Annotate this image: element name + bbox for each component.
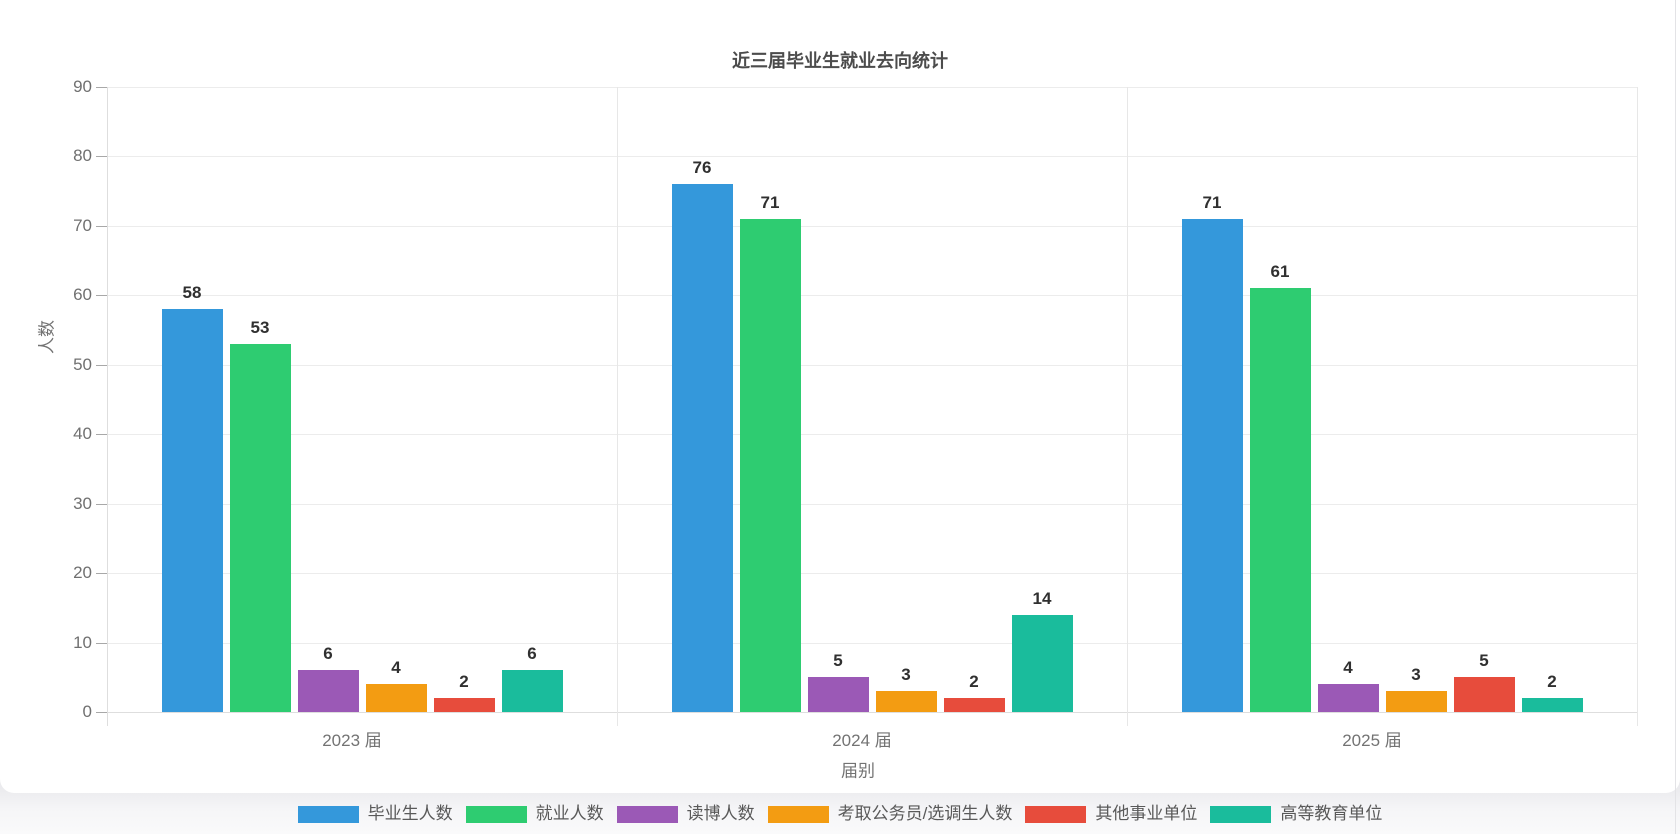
y-tick-label: 50 <box>73 354 92 374</box>
bar-value-label: 5 <box>1479 651 1489 671</box>
bar[interactable] <box>943 698 1005 712</box>
y-tick-label: 70 <box>73 215 92 235</box>
y-gridline <box>107 225 1637 227</box>
y-tick-label: 30 <box>73 493 92 513</box>
y-axis-tick <box>96 87 107 88</box>
y-gridline <box>107 295 1637 297</box>
bar-value-label: 3 <box>901 665 911 685</box>
y-tick-label: 80 <box>73 146 92 166</box>
legend-item[interactable]: 考取公务员/选调生人数 <box>767 804 1013 823</box>
legend-swatch <box>616 805 678 823</box>
bar-value-label: 6 <box>323 644 333 664</box>
x-category-label: 2024 届 <box>832 731 892 750</box>
y-axis-tick <box>96 434 107 436</box>
y-tick-label: 20 <box>73 563 92 583</box>
bar-value-label: 2 <box>1547 672 1557 692</box>
bar[interactable] <box>161 309 223 712</box>
y-axis-tick <box>96 225 107 227</box>
y-axis-line <box>107 87 108 726</box>
x-category-label: 2025 届 <box>1342 731 1402 750</box>
legend-swatch <box>1210 805 1272 823</box>
x-axis-line <box>107 712 1637 713</box>
legend-label: 毕业生人数 <box>367 804 453 823</box>
y-axis-tick <box>96 156 107 158</box>
x-axis-title: 届别 <box>841 761 875 781</box>
category-boundary-gridline <box>1127 87 1128 726</box>
bar[interactable] <box>1011 614 1073 712</box>
legend-label: 高等教育单位 <box>1280 804 1383 823</box>
legend-swatch <box>297 805 359 823</box>
bar-value-label: 4 <box>1343 658 1353 678</box>
x-category-label: 2023 届 <box>322 731 382 750</box>
chart-title: 近三届毕业生就业去向统计 <box>732 51 948 71</box>
bar-value-label: 3 <box>1411 665 1421 685</box>
y-axis-title: 人数 <box>37 320 57 354</box>
legend-label: 其他事业单位 <box>1095 804 1198 823</box>
bar[interactable] <box>501 670 563 712</box>
y-tick-label: 40 <box>73 424 92 444</box>
bar[interactable] <box>365 684 427 712</box>
bar[interactable] <box>297 670 359 712</box>
legend-swatch <box>1025 805 1087 823</box>
y-gridline <box>107 642 1637 644</box>
legend-item[interactable]: 高等教育单位 <box>1210 805 1382 823</box>
legend-swatch <box>465 805 527 823</box>
bar[interactable] <box>671 184 733 712</box>
y-gridline <box>107 573 1637 575</box>
y-gridline <box>107 156 1637 158</box>
y-tick-label: 10 <box>73 632 92 652</box>
y-axis-tick <box>96 642 107 644</box>
y-axis-tick <box>96 295 107 297</box>
bar[interactable] <box>1249 288 1311 712</box>
y-gridline <box>107 87 1637 88</box>
bar-value-label: 76 <box>692 158 712 178</box>
bar-value-label: 14 <box>1032 588 1052 608</box>
legend-item[interactable]: 就业人数 <box>465 804 604 823</box>
y-tick-label: 0 <box>82 702 92 721</box>
bar[interactable] <box>739 218 801 712</box>
y-axis-tick <box>96 712 107 713</box>
bar-value-label: 2 <box>969 672 979 692</box>
bar-value-label: 71 <box>760 192 780 212</box>
category-boundary-gridline <box>617 87 618 726</box>
bar[interactable] <box>807 677 869 712</box>
bar-value-label: 61 <box>1270 262 1290 282</box>
bar-value-label: 5 <box>833 651 843 671</box>
bar-value-label: 58 <box>182 283 202 303</box>
bar[interactable] <box>1181 218 1243 712</box>
bar-value-label: 4 <box>391 658 401 678</box>
bar[interactable] <box>1385 691 1447 712</box>
y-axis-tick <box>96 503 107 505</box>
category-boundary-gridline <box>1637 87 1638 726</box>
y-axis-tick <box>96 573 107 575</box>
legend-label: 考取公务员/选调生人数 <box>837 804 1013 823</box>
y-axis-tick <box>96 364 107 366</box>
bar[interactable] <box>229 343 291 712</box>
legend: 毕业生人数 就业人数 读博人数 考取公务员/选调生人数 其他事业单位 高等教育单位 <box>0 805 1680 823</box>
legend-item[interactable]: 毕业生人数 <box>297 804 453 823</box>
bar[interactable] <box>1453 677 1515 712</box>
legend-label: 读博人数 <box>686 804 755 823</box>
y-gridline <box>107 434 1637 436</box>
legend-label: 就业人数 <box>535 804 604 823</box>
bar-value-label: 71 <box>1202 192 1222 212</box>
bar[interactable] <box>1317 684 1379 712</box>
y-tick-label: 60 <box>73 285 92 305</box>
bar[interactable] <box>1521 698 1583 712</box>
legend-item[interactable]: 读博人数 <box>616 804 755 823</box>
y-gridline <box>107 364 1637 366</box>
bar-value-label: 6 <box>527 644 537 664</box>
bar[interactable] <box>433 698 495 712</box>
bar[interactable] <box>875 691 937 712</box>
y-gridline <box>107 503 1637 505</box>
legend-item[interactable]: 其他事业单位 <box>1025 805 1197 823</box>
legend-swatch <box>767 805 829 823</box>
page-right-divider <box>1675 0 1676 834</box>
y-tick-label: 90 <box>73 77 92 96</box>
bar-value-label: 2 <box>459 672 469 692</box>
bar-value-label: 53 <box>250 317 270 337</box>
